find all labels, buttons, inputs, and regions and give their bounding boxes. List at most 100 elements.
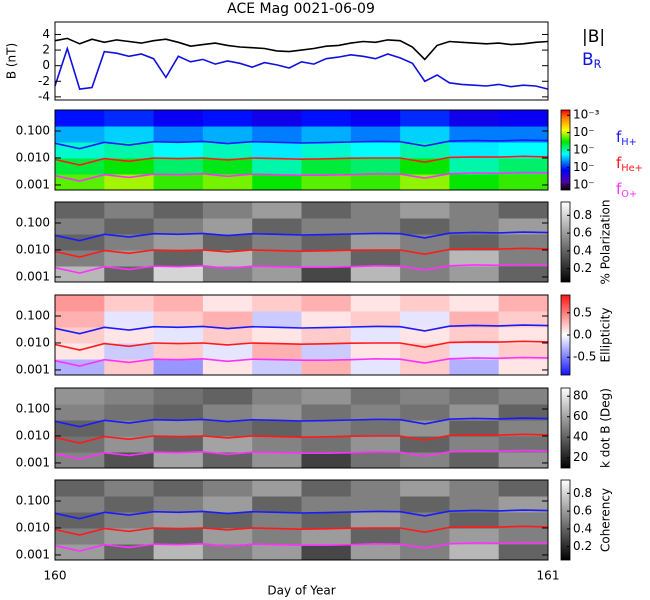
colorbar [560,201,571,283]
heatmap-cell [104,311,155,328]
heatmap-cell [252,295,302,312]
y-tick-label: 0.001 [16,269,50,283]
heatmap-cell [153,528,204,545]
series-line [54,171,549,182]
heatmap-cell [202,202,253,219]
heatmap-cell [498,234,549,251]
heatmap-cell [400,174,450,191]
heatmap-cell [400,126,450,143]
series-line [54,509,549,520]
heatmap-cell [104,126,155,143]
heatmap-cell [449,480,500,497]
heatmap-cell [400,218,450,235]
heatmap-cell [498,404,549,421]
colorbar-tick-label: -0.5 [573,350,596,364]
heatmap-cell [202,388,253,405]
y-axis-label: B (nT) [5,43,19,79]
heatmap-cell [252,158,302,175]
y-tick-label: 0.100 [16,215,50,229]
heatmap-cell [449,436,500,453]
heatmap-cell [202,512,253,529]
heatmap-cell [498,126,549,143]
y-tick-label: 0.001 [16,547,50,561]
heatmap-cell [153,359,204,376]
heatmap-cell [153,126,204,143]
heatmap-cell [202,544,253,561]
heatmap-cell [55,202,105,219]
heatmap-cell [55,110,105,127]
heatmap-cell [104,295,155,312]
heatmap-cell [498,452,549,469]
legend-entry: |B| [582,27,605,47]
heatmap-cell [350,544,401,561]
legend-name: f [616,154,622,172]
heatmap-cell [104,250,155,267]
heatmap-cell [301,528,352,545]
heatmap-cell [252,359,302,376]
heatmap-cell [449,250,500,267]
heatmap-cell [153,295,204,312]
heatmap-cell [449,158,500,175]
heatmap-cell [153,327,204,344]
heatmap-cell [350,452,401,469]
heatmap-cell [153,250,204,267]
series-line [54,541,549,552]
series-line [54,356,549,367]
heatmap-cell [252,110,302,127]
heatmap-cell [202,266,253,283]
heatmap-cell [104,496,155,513]
plot-frame [54,479,549,561]
heatmap-cell [104,174,155,191]
legend-subscript: O+ [621,189,637,200]
heatmap-cell [252,420,302,437]
heatmap-cell [498,544,549,561]
heatmap-cell [301,480,352,497]
heatmap-cell [104,327,155,344]
series-line [54,45,549,90]
heatmap-cell [202,218,253,235]
colorbar-label: Ellipticity [599,308,613,363]
heatmap-cell [301,420,352,437]
heatmap-cell [400,295,450,312]
heatmap-cell [400,452,450,469]
heatmap-cell [350,436,401,453]
plot-frame [54,387,549,469]
colorbar-tick-label: 20 [573,450,588,464]
heatmap-cell [301,295,352,312]
heatmap-cell [301,142,352,159]
heatmap-cell [153,202,204,219]
heatmap-cell [301,110,352,127]
heatmap-cell [350,218,401,235]
heatmap-cell [202,496,253,513]
heatmap-cell [153,174,204,191]
colorbar-label: k dot B (Deg) [599,388,613,468]
heatmap-cell [202,452,253,469]
y-tick-label: 0.010 [16,428,50,442]
heatmap-cell [400,158,450,175]
heatmap-cell [301,266,352,283]
heatmap-cell [153,343,204,360]
heatmap-cell [252,496,302,513]
heatmap-cell [252,142,302,159]
heatmap-cell [350,266,401,283]
legend-name: B [582,50,594,70]
y-tick-label: 0 [42,58,50,72]
heatmap-cell [449,142,500,159]
heatmap-cell [301,327,352,344]
heatmap-cell [400,496,450,513]
heatmap-cell [400,544,450,561]
heatmap-cell [449,452,500,469]
heatmap-cell [498,110,549,127]
heatmap-cell [449,218,500,235]
colorbar-tick-label: 0.6 [573,504,592,518]
heatmap-cell [104,528,155,545]
heatmap-cell [202,359,253,376]
heatmap-cell [498,311,549,328]
heatmap-cell [350,234,401,251]
heatmap-cell [202,436,253,453]
y-tick-label: -2 [38,74,50,88]
legend-entry: fHe+ [616,154,643,175]
colorbar-tick-label: 10⁻ [573,143,595,157]
heatmap-cell [400,388,450,405]
heatmap-cell [301,202,352,219]
